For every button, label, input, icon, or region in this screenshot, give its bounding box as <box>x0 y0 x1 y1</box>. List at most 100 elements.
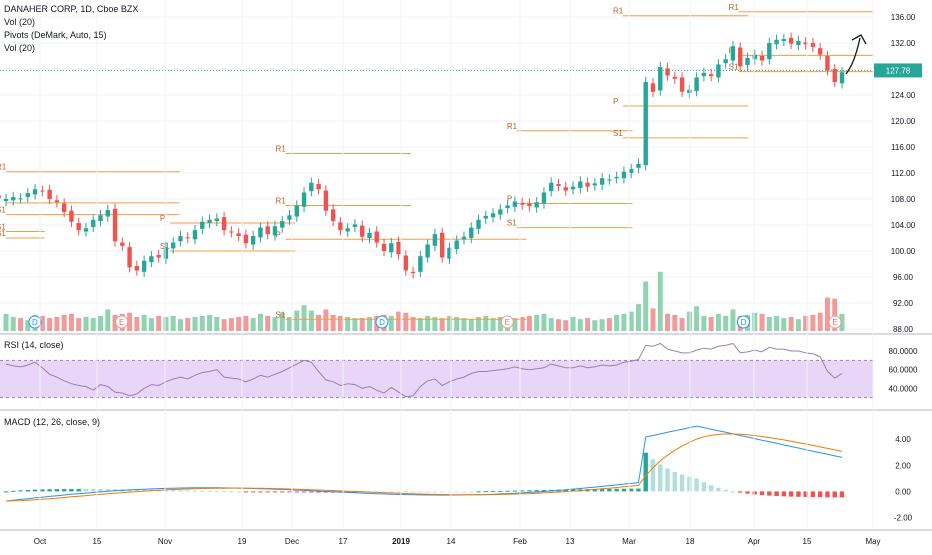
candle-body[interactable] <box>32 189 38 195</box>
macd-histogram-bar[interactable] <box>439 491 445 493</box>
macd-histogram-bar[interactable] <box>323 491 329 493</box>
macd-histogram-bar[interactable] <box>11 490 16 492</box>
volume-bar[interactable] <box>279 312 285 331</box>
macd-histogram-bar[interactable] <box>810 491 816 498</box>
candle-body[interactable] <box>120 242 125 246</box>
earnings-marker[interactable] <box>828 315 842 329</box>
macd-histogram-bar[interactable] <box>643 452 648 492</box>
candle-body[interactable] <box>687 89 692 94</box>
macd-histogram-bar[interactable] <box>730 491 736 493</box>
macd-histogram-bar[interactable] <box>141 489 147 492</box>
candle-body[interactable] <box>91 219 96 227</box>
candle-body[interactable] <box>272 226 278 236</box>
volume-bar[interactable] <box>330 314 336 331</box>
dividend-marker[interactable] <box>28 315 42 329</box>
candle-body[interactable] <box>171 242 176 249</box>
macd-histogram-bar[interactable] <box>309 491 314 493</box>
volume-bar[interactable] <box>257 313 263 331</box>
volume-bar[interactable] <box>774 315 780 331</box>
macd-histogram-bar[interactable] <box>272 491 278 493</box>
candle-body[interactable] <box>745 57 750 66</box>
candle-body[interactable] <box>265 226 270 235</box>
macd-histogram-bar[interactable] <box>265 491 270 493</box>
candle-body[interactable] <box>185 237 190 239</box>
candle-body[interactable] <box>134 265 140 271</box>
candle-body[interactable] <box>98 215 103 222</box>
macd-histogram-bar[interactable] <box>687 476 692 492</box>
volume-bar[interactable] <box>519 317 525 331</box>
volume-bar[interactable] <box>287 317 293 331</box>
volume-bar[interactable] <box>577 319 583 331</box>
macd-histogram-bar[interactable] <box>163 489 169 492</box>
macd-histogram-bar[interactable] <box>178 490 183 492</box>
volume-bar[interactable] <box>156 315 162 331</box>
macd-histogram-bar[interactable] <box>3 491 9 493</box>
macd-histogram-bar[interactable] <box>236 491 241 493</box>
candle-body[interactable] <box>490 213 496 218</box>
macd-histogram-bar[interactable] <box>745 491 750 494</box>
macd-histogram-bar[interactable] <box>54 489 60 492</box>
candle-body[interactable] <box>178 236 183 242</box>
macd-histogram-bar[interactable] <box>650 459 656 492</box>
candle-body[interactable] <box>781 39 787 42</box>
candle-body[interactable] <box>825 56 830 71</box>
candle-body[interactable] <box>563 187 568 191</box>
volume-bar[interactable] <box>766 317 772 331</box>
candle-body[interactable] <box>214 218 220 222</box>
volume-bar[interactable] <box>665 313 671 331</box>
macd-histogram-bar[interactable] <box>418 491 423 493</box>
macd-histogram-bar[interactable] <box>621 488 627 492</box>
macd-histogram-bar[interactable] <box>134 489 140 492</box>
volume-bar[interactable] <box>461 318 467 331</box>
volume-bar[interactable] <box>643 281 649 331</box>
macd-histogram-bar[interactable] <box>352 491 358 493</box>
macd-histogram-bar[interactable] <box>825 491 830 498</box>
macd-histogram-bar[interactable] <box>541 489 547 492</box>
macd-histogram-bar[interactable] <box>454 491 459 493</box>
candle-body[interactable] <box>163 247 169 259</box>
volume-bar[interactable] <box>526 315 532 331</box>
volume-bar[interactable] <box>548 318 554 331</box>
macd-histogram-bar[interactable] <box>280 491 285 493</box>
candle-body[interactable] <box>658 67 663 91</box>
candle-body[interactable] <box>360 225 365 237</box>
volume-bar[interactable] <box>730 309 736 331</box>
volume-bar[interactable] <box>446 315 452 331</box>
candle-body[interactable] <box>83 228 89 232</box>
candle-body[interactable] <box>512 201 518 207</box>
candle-body[interactable] <box>541 192 547 204</box>
macd-histogram-bar[interactable] <box>47 489 52 492</box>
candle-body[interactable] <box>418 256 423 272</box>
volume-bar[interactable] <box>781 318 787 331</box>
macd-histogram-bar[interactable] <box>229 491 234 493</box>
candle-body[interactable] <box>352 224 358 227</box>
volume-bar[interactable] <box>3 313 9 331</box>
candle-body[interactable] <box>11 197 16 201</box>
macd-histogram-bar[interactable] <box>214 490 220 492</box>
macd-histogram-bar[interactable] <box>381 491 387 493</box>
candle-body[interactable] <box>432 234 438 246</box>
earnings-marker[interactable] <box>115 315 129 329</box>
volume-bar[interactable] <box>265 315 271 331</box>
earnings-marker[interactable] <box>500 315 514 329</box>
volume-bar[interactable] <box>483 315 489 331</box>
volume-bar[interactable] <box>221 319 227 331</box>
macd-histogram-bar[interactable] <box>839 491 845 498</box>
candle-body[interactable] <box>287 215 292 220</box>
candle-body[interactable] <box>425 244 430 258</box>
volume-bar[interactable] <box>366 317 372 331</box>
volume-bar[interactable] <box>468 319 474 331</box>
volume-bar[interactable] <box>621 313 627 331</box>
candle-body[interactable] <box>585 182 590 187</box>
candle-body[interactable] <box>839 72 845 84</box>
macd-histogram-bar[interactable] <box>636 488 641 492</box>
macd-pane[interactable] <box>3 425 845 502</box>
volume-bar[interactable] <box>294 310 300 331</box>
volume-bar[interactable] <box>68 313 74 331</box>
volume-bar[interactable] <box>170 315 176 331</box>
candle-body[interactable] <box>628 169 634 173</box>
candle-body[interactable] <box>483 215 488 219</box>
volume-bar[interactable] <box>141 314 147 331</box>
macd-histogram-bar[interactable] <box>389 491 394 493</box>
macd-histogram-bar[interactable] <box>694 478 699 492</box>
